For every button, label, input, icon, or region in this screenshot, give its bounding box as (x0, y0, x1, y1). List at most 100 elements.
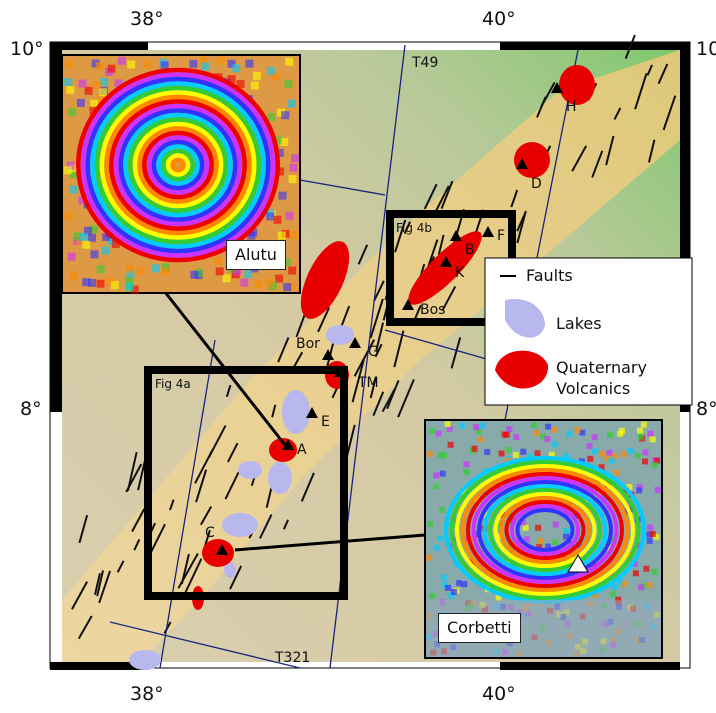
noise (461, 581, 467, 587)
bottom-lon: 38° (130, 685, 164, 704)
noise (523, 525, 529, 531)
noise (288, 267, 296, 275)
noise (564, 528, 570, 534)
profile-label: T49 (412, 56, 438, 70)
noise (647, 538, 653, 544)
noise (451, 589, 457, 595)
noise (64, 78, 72, 86)
noise (217, 57, 225, 65)
noise (291, 154, 299, 162)
noise (463, 469, 469, 475)
legend-label: Lakes (556, 316, 602, 332)
volcano-label: C (205, 526, 215, 540)
noise (281, 111, 289, 119)
noise (533, 430, 539, 436)
right-lat: 8° (696, 400, 716, 419)
noise (88, 234, 96, 242)
noise (245, 60, 253, 68)
noise (232, 64, 240, 72)
inset-label: Alutu (226, 240, 286, 270)
noise (463, 461, 469, 467)
noise (484, 449, 490, 455)
map (0, 0, 716, 713)
noise (65, 212, 73, 220)
noise (621, 581, 627, 587)
noise (499, 450, 505, 456)
noise (70, 186, 78, 194)
noise (513, 452, 519, 458)
bottom-lon: 40° (482, 685, 516, 704)
noise (575, 427, 581, 433)
noise (97, 265, 105, 273)
noise (64, 166, 72, 174)
noise (429, 428, 435, 434)
noise (637, 428, 643, 434)
noise (240, 279, 248, 287)
noise (162, 268, 170, 276)
noise (651, 462, 657, 468)
noise (102, 247, 110, 255)
noise (606, 450, 612, 456)
noise (456, 580, 462, 586)
profile-label: T321 (275, 651, 310, 665)
noise (78, 80, 86, 88)
noise (552, 441, 558, 447)
noise (70, 271, 78, 279)
noise (552, 539, 558, 545)
noise (433, 483, 439, 489)
noise (284, 80, 292, 88)
noise (650, 531, 656, 537)
noise (506, 447, 512, 453)
noise (641, 422, 647, 428)
volcano-label: TM (358, 376, 379, 390)
noise (96, 62, 104, 70)
noise (473, 424, 479, 430)
noise (439, 507, 445, 513)
noise (288, 100, 296, 108)
noise (635, 453, 641, 459)
noise (201, 62, 209, 70)
noise (90, 250, 98, 258)
noise (66, 86, 74, 94)
noise (97, 280, 105, 288)
noise (100, 78, 108, 86)
noise (655, 487, 661, 493)
volcano-label: Bor (296, 337, 320, 351)
noise (441, 452, 447, 458)
noise (459, 423, 465, 429)
noise (642, 450, 648, 456)
noise (82, 241, 90, 249)
noise (614, 470, 620, 476)
noise (445, 585, 451, 591)
left-lat: 10° (10, 40, 44, 59)
noise (638, 584, 644, 590)
noise (445, 421, 451, 427)
noise (434, 545, 440, 551)
noise (251, 82, 259, 90)
noise (610, 591, 616, 597)
noise (279, 192, 287, 200)
noise (592, 448, 598, 454)
noise (152, 264, 160, 272)
noise (222, 274, 230, 282)
noise (617, 431, 623, 437)
noise (80, 233, 88, 241)
noise (68, 108, 76, 116)
noise (636, 487, 642, 493)
volcano-label: A (297, 443, 307, 457)
noise (427, 521, 433, 527)
noise (126, 265, 134, 273)
noise (426, 555, 432, 561)
noise (440, 471, 446, 477)
noise (513, 434, 519, 440)
noise (68, 253, 76, 261)
noise (190, 271, 198, 279)
noise (125, 283, 133, 291)
noise (111, 281, 119, 289)
noise (477, 437, 483, 443)
volcano-label: D (531, 177, 542, 191)
noise (651, 569, 657, 575)
noise (427, 451, 433, 457)
noise (216, 267, 224, 275)
noise (93, 81, 101, 89)
